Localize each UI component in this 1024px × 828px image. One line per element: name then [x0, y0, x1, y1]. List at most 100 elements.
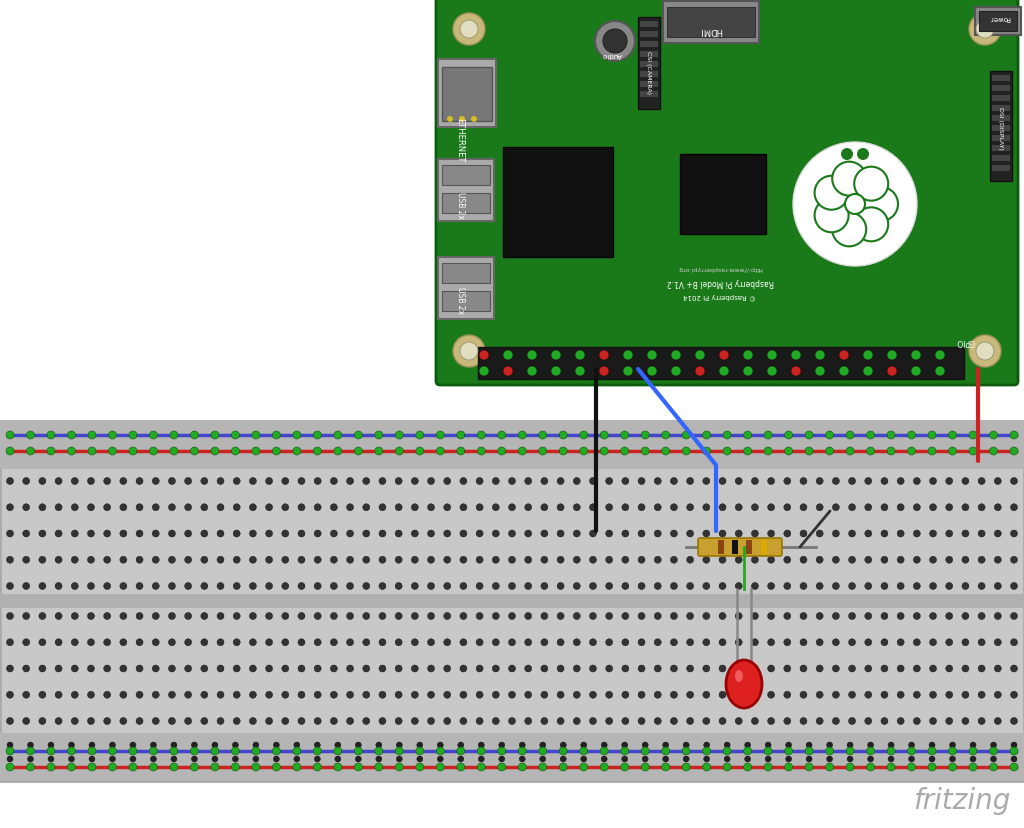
Circle shape: [638, 504, 645, 511]
Circle shape: [846, 431, 854, 440]
Circle shape: [573, 691, 581, 698]
Circle shape: [695, 350, 705, 360]
Circle shape: [252, 447, 260, 455]
Circle shape: [72, 556, 78, 564]
Circle shape: [805, 763, 813, 771]
Circle shape: [816, 691, 823, 698]
Circle shape: [590, 613, 596, 619]
Circle shape: [272, 431, 281, 440]
Circle shape: [833, 613, 840, 619]
Circle shape: [346, 613, 353, 619]
Circle shape: [928, 763, 936, 771]
Circle shape: [250, 613, 256, 619]
Circle shape: [509, 665, 515, 672]
Circle shape: [150, 447, 158, 455]
Circle shape: [687, 639, 693, 646]
Circle shape: [864, 613, 871, 619]
Circle shape: [476, 639, 483, 646]
Circle shape: [23, 613, 30, 619]
Circle shape: [201, 665, 208, 672]
Circle shape: [412, 665, 419, 672]
Circle shape: [768, 718, 774, 724]
Circle shape: [272, 447, 281, 455]
Circle shape: [948, 447, 956, 455]
Circle shape: [212, 742, 218, 748]
Circle shape: [638, 613, 645, 619]
Circle shape: [641, 431, 649, 440]
Circle shape: [800, 639, 807, 646]
Circle shape: [768, 504, 774, 511]
Text: DSI (DISPLAY): DSI (DISPLAY): [998, 107, 1004, 149]
FancyBboxPatch shape: [698, 538, 782, 556]
Circle shape: [428, 531, 434, 537]
Circle shape: [897, 639, 904, 646]
Circle shape: [887, 367, 897, 377]
Circle shape: [600, 747, 608, 755]
Circle shape: [331, 691, 337, 698]
Circle shape: [719, 350, 729, 360]
Circle shape: [498, 747, 506, 755]
Circle shape: [930, 583, 937, 590]
Circle shape: [313, 447, 322, 455]
Circle shape: [671, 350, 681, 360]
Circle shape: [250, 639, 256, 646]
Circle shape: [355, 756, 361, 762]
Circle shape: [687, 556, 693, 564]
Circle shape: [89, 756, 95, 762]
Circle shape: [687, 718, 693, 724]
Circle shape: [298, 556, 305, 564]
Circle shape: [428, 556, 434, 564]
Circle shape: [654, 718, 662, 724]
Circle shape: [354, 447, 362, 455]
Circle shape: [930, 556, 937, 564]
Bar: [0, 733, 1024, 781]
Bar: [442, 194, 490, 214]
Circle shape: [849, 613, 856, 619]
Circle shape: [153, 478, 160, 485]
Circle shape: [184, 665, 191, 672]
Circle shape: [355, 742, 361, 748]
Circle shape: [785, 756, 792, 762]
Circle shape: [622, 504, 629, 511]
Circle shape: [362, 531, 370, 537]
Circle shape: [551, 367, 561, 377]
Circle shape: [170, 747, 178, 755]
Bar: [992, 126, 1010, 132]
Circle shape: [897, 478, 904, 485]
Circle shape: [103, 531, 111, 537]
Circle shape: [460, 504, 467, 511]
Circle shape: [168, 531, 175, 537]
Circle shape: [946, 556, 952, 564]
Circle shape: [897, 531, 904, 537]
Bar: [992, 136, 1010, 142]
Circle shape: [120, 478, 127, 485]
Circle shape: [335, 756, 341, 762]
Circle shape: [87, 613, 94, 619]
Circle shape: [331, 665, 337, 672]
Circle shape: [233, 556, 241, 564]
Circle shape: [395, 763, 403, 771]
Circle shape: [416, 431, 424, 440]
Circle shape: [395, 691, 402, 698]
Circle shape: [28, 742, 34, 748]
Circle shape: [375, 431, 383, 440]
Circle shape: [55, 613, 62, 619]
Circle shape: [908, 756, 914, 762]
Circle shape: [294, 742, 300, 748]
Circle shape: [458, 756, 464, 762]
Circle shape: [331, 639, 337, 646]
Circle shape: [800, 556, 807, 564]
Bar: [680, 155, 766, 234]
Circle shape: [412, 478, 419, 485]
Circle shape: [417, 742, 423, 748]
Circle shape: [764, 431, 772, 440]
Circle shape: [994, 504, 1001, 511]
Circle shape: [493, 691, 500, 698]
Circle shape: [557, 639, 564, 646]
Circle shape: [768, 613, 774, 619]
Circle shape: [233, 613, 241, 619]
Circle shape: [907, 747, 915, 755]
Circle shape: [443, 639, 451, 646]
Bar: [663, 2, 759, 44]
Circle shape: [768, 639, 774, 646]
